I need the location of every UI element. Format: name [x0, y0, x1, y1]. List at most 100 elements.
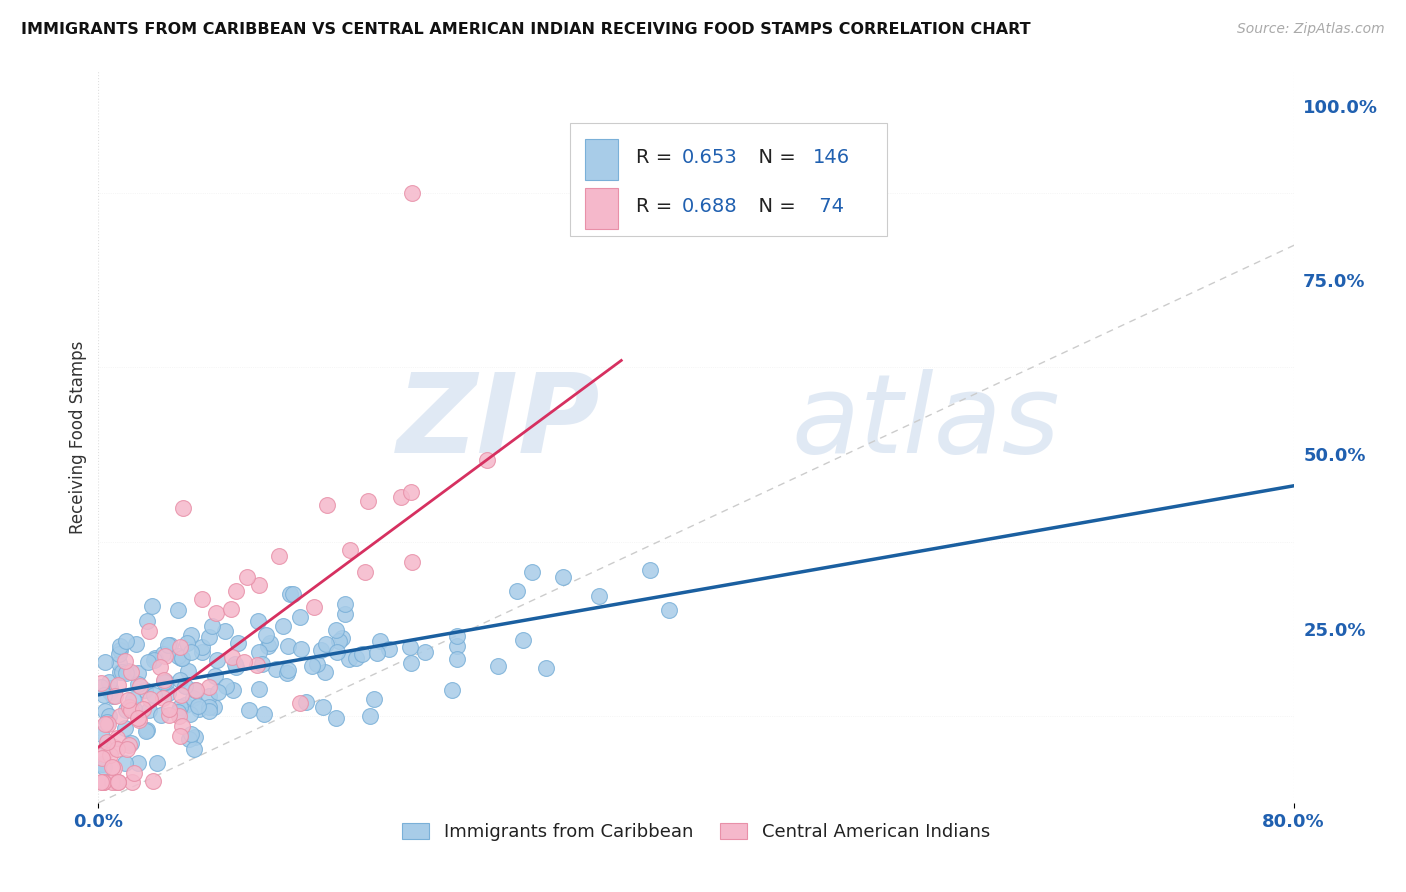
Point [101, 775, 124, 789]
Point [156, 686, 179, 700]
Point [135, 723, 157, 737]
Point [183, 742, 205, 756]
Point [225, 583, 247, 598]
Point [277, 639, 299, 653]
Point [475, 453, 498, 467]
Point [91, 775, 114, 789]
Point [333, 597, 356, 611]
Point [105, 731, 128, 745]
Point [153, 649, 176, 664]
Point [389, 491, 412, 505]
Point [290, 642, 312, 657]
Point [152, 691, 174, 706]
Point [184, 683, 207, 698]
Point [205, 606, 228, 620]
Point [401, 555, 423, 569]
Point [149, 659, 172, 673]
Point [115, 666, 138, 681]
Point [121, 775, 143, 789]
Point [159, 638, 181, 652]
Point [156, 638, 179, 652]
Point [129, 679, 152, 693]
Point [93, 747, 115, 761]
Point [169, 673, 191, 687]
Point [290, 697, 312, 711]
Point [325, 645, 347, 659]
Point [108, 656, 131, 670]
Point [276, 666, 298, 681]
Point [245, 657, 267, 672]
Point [174, 679, 197, 693]
Text: 146: 146 [813, 148, 851, 167]
Point [155, 675, 177, 690]
Point [177, 664, 200, 678]
Point [280, 587, 302, 601]
Point [120, 702, 142, 716]
Point [90, 680, 112, 694]
Point [127, 756, 149, 770]
FancyBboxPatch shape [571, 122, 887, 235]
Point [657, 603, 679, 617]
Point [111, 665, 134, 680]
Point [117, 665, 139, 679]
Point [267, 549, 290, 564]
Point [235, 570, 257, 584]
Point [179, 707, 201, 722]
Point [138, 624, 160, 639]
Point [198, 630, 221, 644]
Point [122, 765, 145, 780]
Point [104, 689, 127, 703]
Point [115, 703, 138, 717]
Point [127, 677, 149, 691]
Point [169, 729, 191, 743]
Point [143, 651, 166, 665]
Point [301, 659, 323, 673]
Point [226, 636, 249, 650]
Point [413, 645, 436, 659]
Point [170, 650, 193, 665]
Point [120, 665, 142, 680]
Point [191, 640, 214, 654]
Point [271, 619, 294, 633]
Point [325, 624, 347, 638]
Point [103, 739, 125, 754]
Bar [585, 139, 619, 179]
Point [277, 664, 299, 678]
Text: IMMIGRANTS FROM CARIBBEAN VS CENTRAL AMERICAN INDIAN RECEIVING FOOD STAMPS CORRE: IMMIGRANTS FROM CARIBBEAN VS CENTRAL AME… [21, 22, 1031, 37]
Point [93, 775, 115, 789]
Point [142, 773, 165, 788]
Text: N =: N = [747, 148, 803, 167]
Point [128, 713, 150, 727]
Text: 74: 74 [813, 197, 844, 216]
Point [117, 693, 139, 707]
Point [136, 655, 159, 669]
Point [254, 628, 277, 642]
Point [188, 702, 211, 716]
Point [366, 646, 388, 660]
Legend: Immigrants from Caribbean, Central American Indians: Immigrants from Caribbean, Central Ameri… [395, 816, 997, 848]
Point [177, 731, 200, 746]
Point [247, 578, 270, 592]
Point [170, 689, 193, 703]
Text: R =: R = [637, 148, 679, 167]
Point [110, 642, 132, 657]
Point [142, 653, 165, 667]
Point [441, 683, 464, 698]
Point [446, 652, 468, 666]
Point [191, 645, 214, 659]
Point [173, 698, 195, 712]
Point [172, 719, 194, 733]
Point [134, 682, 156, 697]
Point [94, 717, 117, 731]
Point [238, 702, 260, 716]
Point [190, 592, 212, 607]
Point [97, 675, 120, 690]
Point [187, 699, 209, 714]
Point [325, 711, 347, 725]
Point [180, 628, 202, 642]
Point [205, 653, 228, 667]
Point [337, 651, 360, 665]
Point [108, 665, 131, 679]
Point [107, 775, 129, 789]
Point [169, 700, 191, 714]
